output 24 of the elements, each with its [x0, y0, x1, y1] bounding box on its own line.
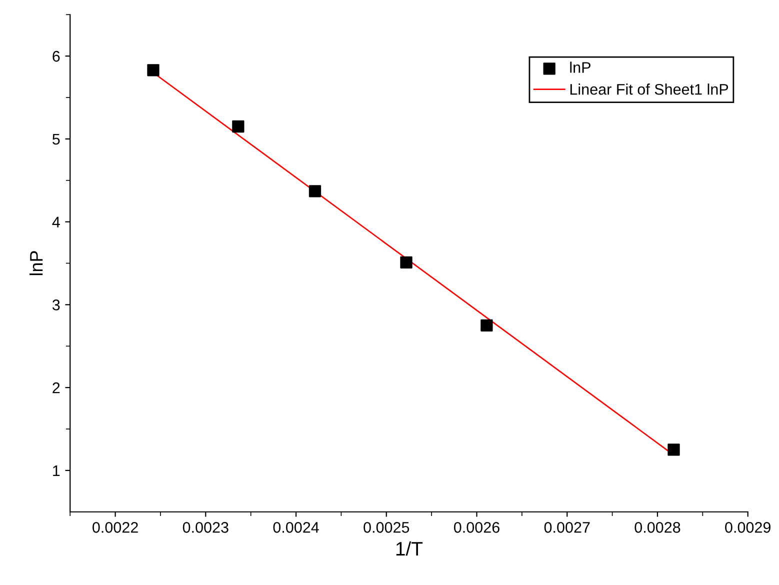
legend-label: Linear Fit of Sheet1 lnP	[570, 84, 728, 95]
point	[232, 120, 244, 133]
x-tick-label: 0.0024	[273, 522, 319, 533]
point	[147, 64, 160, 76]
point	[480, 319, 493, 332]
point	[400, 256, 412, 268]
y-tick-label: 6	[52, 50, 60, 62]
x-tick-label: 0.0026	[454, 522, 500, 533]
y-tick-label: 3	[52, 300, 60, 310]
x-tick-label: 0.0027	[544, 522, 590, 533]
y-tick-label: 4	[52, 216, 60, 228]
x-axis-title: 1/T	[396, 541, 423, 556]
x-tick-label: 0.0028	[634, 522, 680, 533]
y-tick-label: 5	[52, 134, 60, 145]
point	[308, 185, 322, 198]
y-axis-title: lnP	[30, 251, 43, 276]
legend-label: lnP	[570, 62, 590, 73]
x-tick-label: 0.0023	[182, 522, 228, 533]
y-tick-label: 1	[53, 465, 60, 476]
y-tick-label: 2	[52, 382, 60, 394]
x-tick-label: 0.0029	[725, 522, 770, 533]
point	[668, 444, 680, 456]
x-tick-label: 0.0022	[92, 522, 138, 533]
x-tick-label: 0.0025	[364, 522, 410, 533]
